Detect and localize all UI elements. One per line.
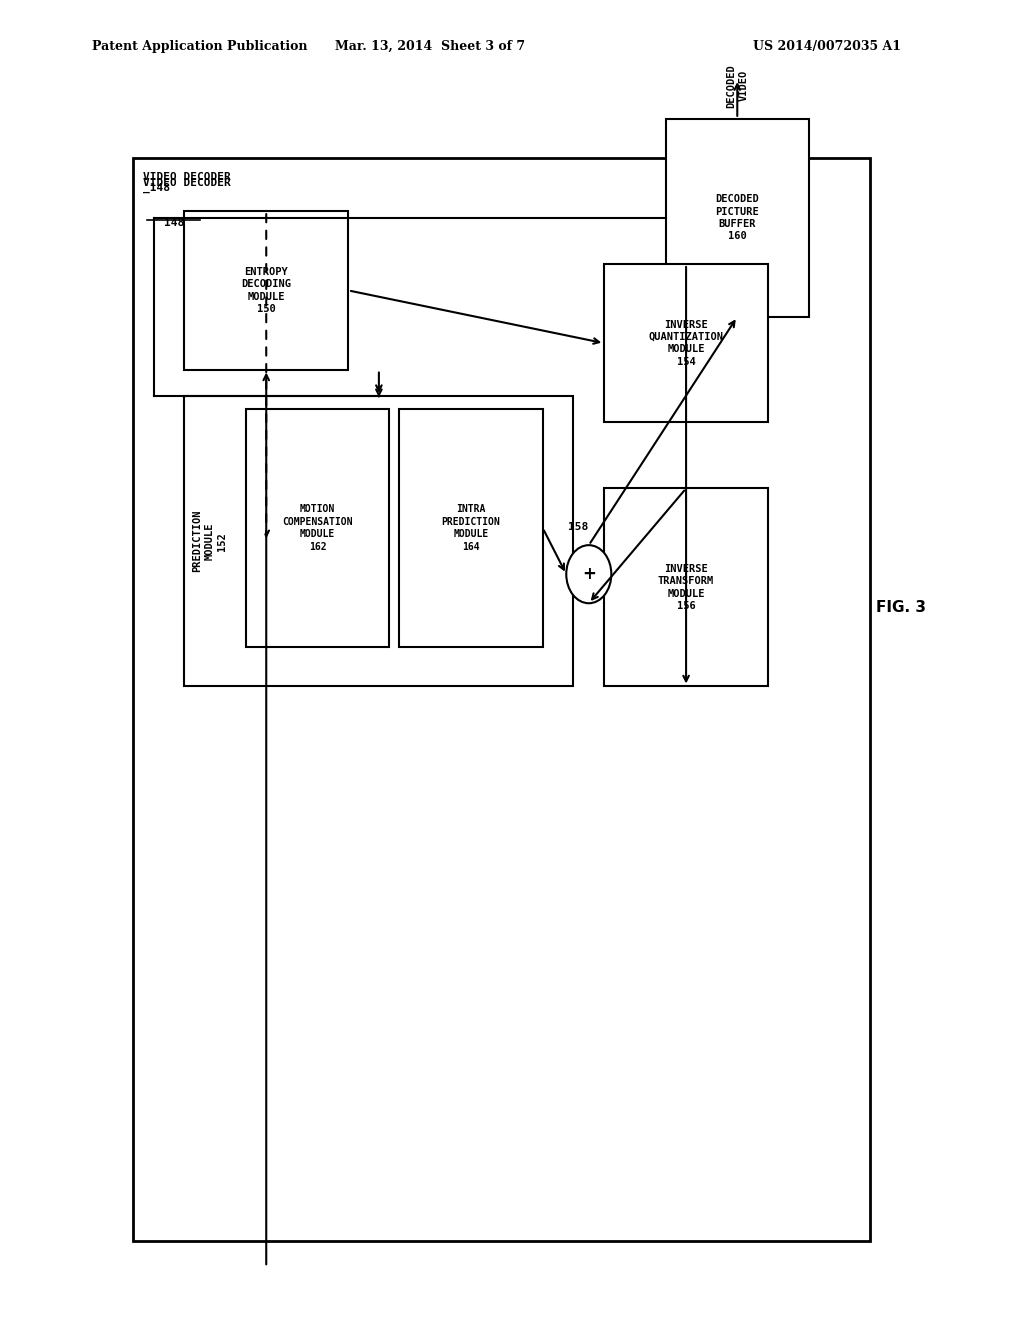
FancyBboxPatch shape <box>604 264 768 422</box>
Text: +: + <box>582 565 596 583</box>
Text: Mar. 13, 2014  Sheet 3 of 7: Mar. 13, 2014 Sheet 3 of 7 <box>335 40 525 53</box>
Text: VIDEO DECODER: VIDEO DECODER <box>143 178 231 189</box>
Text: VIDEO DECODER
̲148: VIDEO DECODER ̲148 <box>143 172 231 194</box>
FancyBboxPatch shape <box>246 409 389 647</box>
Circle shape <box>566 545 611 603</box>
FancyBboxPatch shape <box>184 396 573 686</box>
Text: 148: 148 <box>164 218 184 228</box>
Text: INTRA
PREDICTION
MODULE
164: INTRA PREDICTION MODULE 164 <box>441 504 501 552</box>
Text: Patent Application Publication: Patent Application Publication <box>92 40 307 53</box>
Text: MOTION
COMPENSATION
MODULE
162: MOTION COMPENSATION MODULE 162 <box>283 504 352 552</box>
Text: INVERSE
TRANSFORM
MODULE
156: INVERSE TRANSFORM MODULE 156 <box>658 564 714 611</box>
Text: US 2014/0072035 A1: US 2014/0072035 A1 <box>753 40 901 53</box>
Text: 158: 158 <box>568 521 589 532</box>
Text: FIG. 3: FIG. 3 <box>877 599 926 615</box>
Text: ENTROPY
DECODING
MODULE
150: ENTROPY DECODING MODULE 150 <box>242 267 291 314</box>
FancyBboxPatch shape <box>666 119 809 317</box>
Text: PREDICTION
MODULE
152: PREDICTION MODULE 152 <box>193 510 227 573</box>
Text: DECODED
VIDEO: DECODED VIDEO <box>726 63 749 108</box>
FancyBboxPatch shape <box>604 488 768 686</box>
Text: DECODED
PICTURE
BUFFER
160: DECODED PICTURE BUFFER 160 <box>716 194 759 242</box>
Text: INVERSE
QUANTIZATION
MODULE
154: INVERSE QUANTIZATION MODULE 154 <box>648 319 724 367</box>
FancyBboxPatch shape <box>184 211 348 370</box>
FancyBboxPatch shape <box>133 158 870 1241</box>
FancyBboxPatch shape <box>399 409 543 647</box>
